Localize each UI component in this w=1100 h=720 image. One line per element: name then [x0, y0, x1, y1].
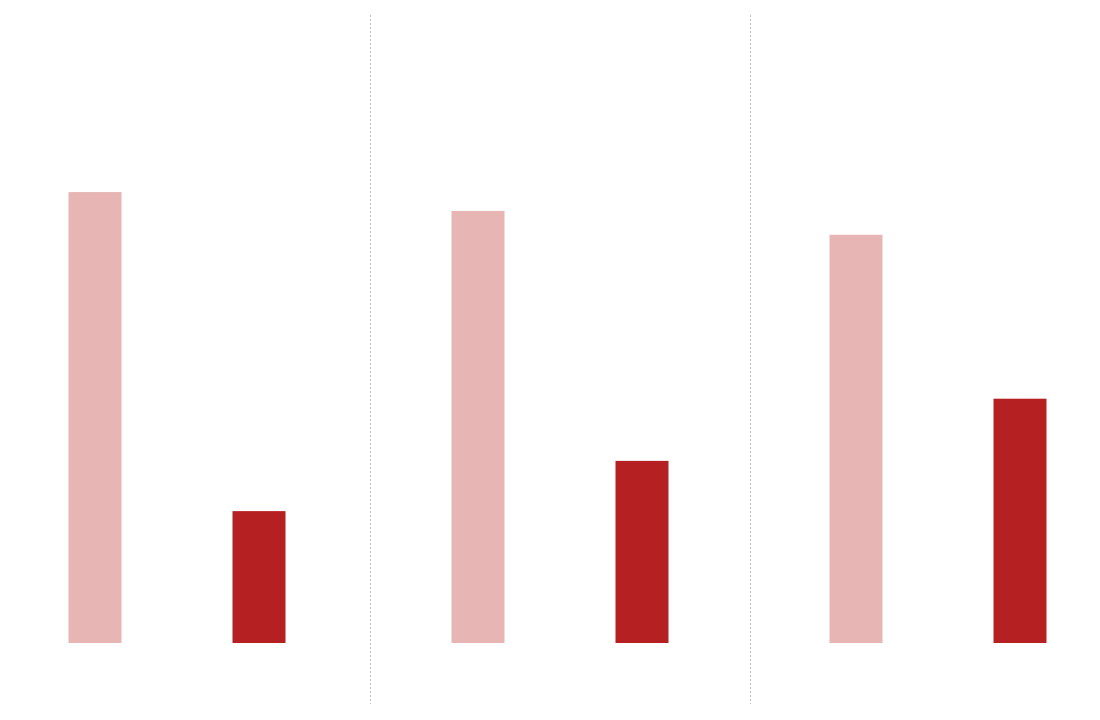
bar-panel-1-2: [232, 511, 286, 643]
bar-panel-3-2: [993, 398, 1047, 643]
bar-panel-1-1: [68, 192, 122, 643]
bar-panel-3-1: [829, 234, 883, 644]
bar-panel-2-1: [451, 210, 505, 643]
bar-panel-2-2: [615, 460, 669, 643]
